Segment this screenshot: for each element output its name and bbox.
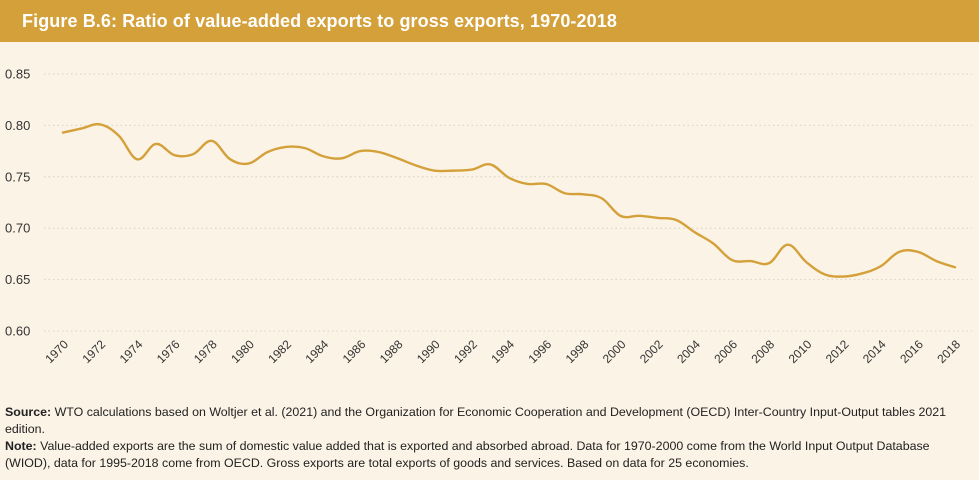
x-axis-ticks: 1970 1972 1974 1976 1978 1980 1982 1984 1986 1988… — [42, 337, 963, 366]
x-tick-label: 1982 — [265, 337, 294, 366]
x-tick-label: 2006 — [711, 337, 740, 366]
source-label: Source: — [5, 405, 52, 419]
y-tick-label: 0.80 — [5, 118, 30, 133]
y-tick-label: 0.70 — [5, 221, 30, 236]
x-tick-label: 1978 — [191, 337, 220, 366]
line-chart: 0.850.800.750.700.650.60 1970 1972 1974 197… — [5, 67, 972, 366]
y-tick-label: 0.75 — [5, 169, 30, 184]
x-tick-label: 2002 — [637, 337, 666, 366]
x-tick-label: 1990 — [414, 337, 443, 366]
figure-title-bar: Figure B.6: Ratio of value-added exports… — [0, 0, 979, 42]
figure-footer: Source: WTO calculations based on Woltje… — [5, 404, 973, 472]
x-tick-label: 2018 — [934, 337, 963, 366]
x-tick-label: 1992 — [451, 337, 480, 366]
x-tick-label: 1972 — [80, 337, 109, 366]
source-text: WTO calculations based on Woltjer et al.… — [5, 405, 947, 436]
x-tick-label: 1986 — [340, 337, 369, 366]
series-group — [61, 122, 957, 278]
x-tick-label: 1994 — [488, 337, 517, 366]
figure-title: Figure B.6: Ratio of value-added exports… — [22, 10, 617, 31]
source-paragraph: Source: WTO calculations based on Woltje… — [5, 404, 973, 438]
x-tick-label: 1984 — [303, 337, 332, 366]
x-tick-label: 2014 — [860, 337, 889, 366]
x-tick-label: 1976 — [154, 337, 183, 366]
note-paragraph: Note: Value-added exports are the sum of… — [5, 438, 973, 472]
x-tick-label: 2000 — [600, 337, 629, 366]
note-text: Value-added exports are the sum of domes… — [5, 439, 930, 470]
y-axis-ticks: 0.85 0.80 0.75 0.70 0.65 0.60 — [5, 67, 30, 339]
x-tick-label: 1996 — [526, 337, 555, 366]
x-tick-label: 2016 — [897, 337, 926, 366]
x-tick-label: 2010 — [786, 337, 815, 366]
x-tick-label: 2004 — [674, 337, 703, 366]
x-tick-label: 2012 — [823, 337, 852, 366]
y-tick-label: 0.65 — [5, 272, 30, 287]
y-tick-label: 0.85 — [5, 67, 30, 82]
note-label: Note: — [5, 439, 37, 453]
grid-lines — [44, 73, 972, 332]
series-line — [61, 122, 957, 278]
x-tick-label: 1980 — [228, 337, 257, 366]
x-tick-label: 1974 — [117, 337, 146, 366]
x-tick-label: 1988 — [377, 337, 406, 366]
x-tick-label: 2008 — [749, 337, 778, 366]
y-tick-label: 0.60 — [5, 324, 30, 339]
x-tick-label: 1998 — [563, 337, 592, 366]
x-tick-label: 1970 — [42, 337, 71, 366]
